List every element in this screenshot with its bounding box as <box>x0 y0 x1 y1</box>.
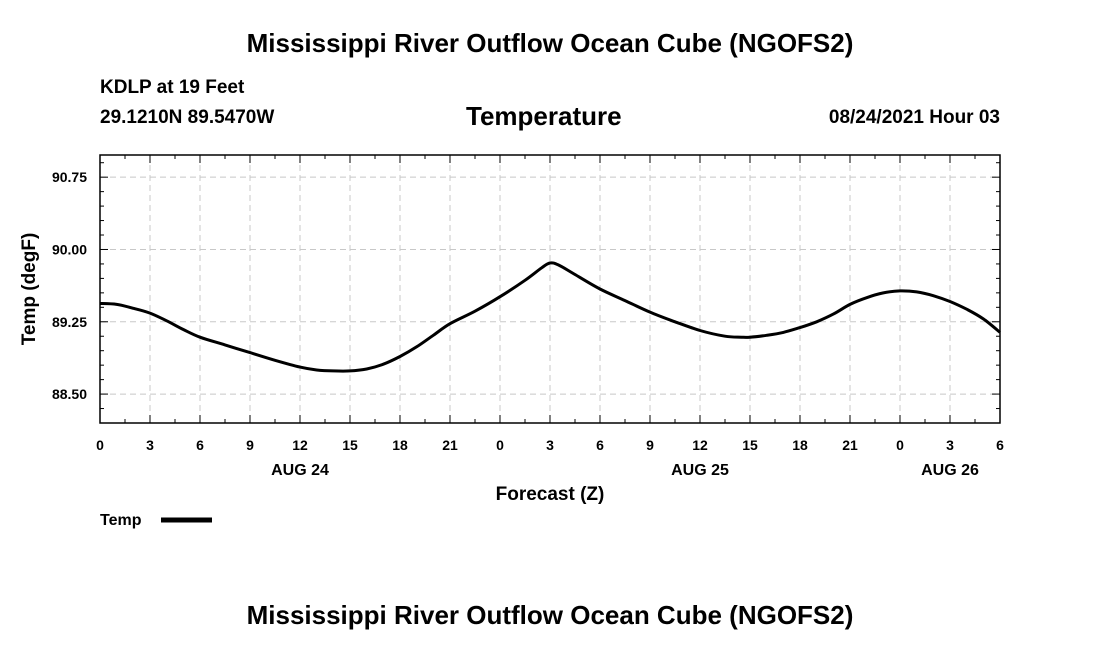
chart-title: Temperature <box>466 101 622 131</box>
station-coordinates: 29.1210N 89.5470W <box>100 107 275 128</box>
x-tick-label: 18 <box>792 437 808 453</box>
y-axis-label: Temp (degF) <box>19 233 40 346</box>
x-tick-label: 6 <box>596 437 604 453</box>
legend-label: Temp <box>100 512 142 529</box>
x-tick-label: 3 <box>546 437 554 453</box>
x-tick-label: 12 <box>692 437 708 453</box>
x-tick-label: 9 <box>646 437 654 453</box>
x-tick-label: 0 <box>496 437 504 453</box>
x-tick-label: 18 <box>392 437 408 453</box>
x-tick-label: 6 <box>196 437 204 453</box>
station-label: KDLP at 19 Feet <box>100 77 245 98</box>
bottom-title: Mississippi River Outflow Ocean Cube (NG… <box>246 600 854 630</box>
x-tick-label: 9 <box>246 437 254 453</box>
temp-series-line <box>99 261 1001 373</box>
x-tick-label: 12 <box>292 437 308 453</box>
y-tick-label: 89.25 <box>52 314 87 330</box>
x-axis-label: Forecast (Z) <box>496 484 605 505</box>
x-tick-label: 15 <box>342 437 358 453</box>
top-title: Mississippi River Outflow Ocean Cube (NG… <box>246 28 854 58</box>
x-tick-label: 0 <box>96 437 104 453</box>
x-tick-label: 3 <box>946 437 954 453</box>
x-tick-label: 21 <box>842 437 858 453</box>
y-tick-label: 90.00 <box>52 241 87 257</box>
x-tick-label: 6 <box>996 437 1004 453</box>
forecast-datetime: 08/24/2021 Hour 03 <box>828 107 1000 128</box>
x-tick-label: 0 <box>896 437 904 453</box>
x-tick-label: 21 <box>442 437 458 453</box>
y-tick-label: 90.75 <box>52 169 87 185</box>
x-tick-label: 3 <box>146 437 154 453</box>
y-tick-label: 88.50 <box>52 386 87 402</box>
x-date-label: AUG 24 <box>271 462 329 479</box>
x-date-label: AUG 25 <box>671 462 729 479</box>
x-date-label: AUG 26 <box>921 462 979 479</box>
x-tick-label: 15 <box>742 437 758 453</box>
